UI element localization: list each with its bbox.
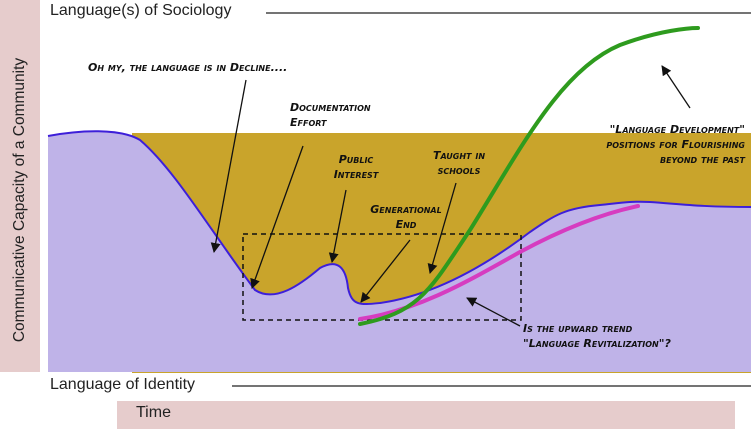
y-axis-label: Communicative Capacity of a Community — [11, 57, 28, 343]
revitalization-arrow — [466, 297, 521, 327]
taught-in-schools-annotation: Taught in schools — [432, 149, 486, 177]
development-curve — [358, 26, 700, 326]
documentation-arrow — [250, 145, 304, 289]
top-band-label: Language(s) of Sociology — [50, 2, 232, 19]
vitality-boundary-line — [47, 130, 751, 306]
time-axis-panel — [117, 401, 735, 429]
generational-end-annotation: Generational End — [370, 203, 442, 231]
y-axis-label-panel — [0, 0, 40, 372]
identity-area — [48, 131, 751, 372]
time-axis-label: Time — [136, 404, 171, 421]
bottom-band-label: Language of Identity — [50, 376, 196, 393]
development-arrow — [661, 65, 691, 109]
documentation-annotation: Documentation Effort — [290, 101, 371, 129]
decline-annotation: Oh my, the language is in Decline.... — [88, 61, 288, 74]
decline-arrow — [210, 79, 247, 253]
public-interest-arrow — [328, 189, 347, 263]
taught-in-schools-arrow — [427, 182, 457, 274]
development-annotation: "Language Development" positions for Flo… — [606, 123, 745, 166]
public-interest-annotation: Public Interest — [333, 153, 379, 181]
revitalization-annotation: Is the upward trend "Language Revitaliza… — [523, 322, 671, 350]
generational-end-arrow — [360, 239, 411, 303]
focus-dashed-box — [242, 233, 522, 321]
